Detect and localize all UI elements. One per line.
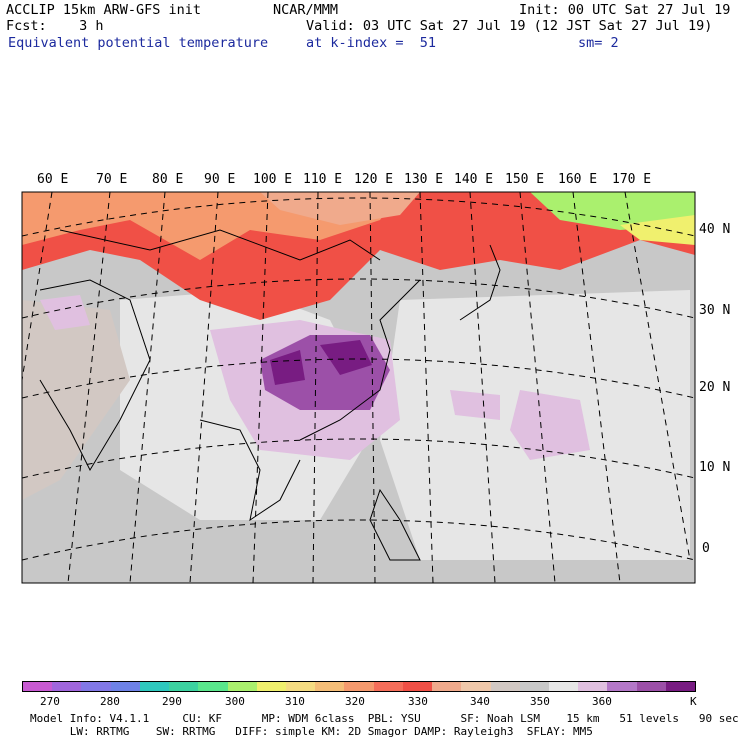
colorbar-swatch [169,682,198,691]
colorbar-swatch [520,682,549,691]
colorbar-swatch [52,682,81,691]
colorbar-tick-320: 320 [345,695,365,708]
colorbar-unit: K [690,695,697,708]
colorbar-swatch [432,682,461,691]
colorbar-swatch [403,682,432,691]
colorbar-swatch [140,682,169,691]
colorbar-tick-300: 300 [225,695,245,708]
colorbar-swatch [374,682,403,691]
colorbar-swatch [198,682,227,691]
colorbar-swatch [286,682,315,691]
colorbar-tick-360: 360 [592,695,612,708]
colorbar-tick-310: 310 [285,695,305,708]
colorbar-tick-340: 340 [470,695,490,708]
colorbar-tick-280: 280 [100,695,120,708]
colorbar-swatch [607,682,636,691]
colorbar-swatch [461,682,490,691]
colorbar-swatch [491,682,520,691]
colorbar-tick-330: 330 [408,695,428,708]
model-info-line1: Model Info: V4.1.1 CU: KF MP: WDM 6class… [30,712,739,725]
colorbar [22,681,696,692]
colorbar-tick-270: 270 [40,695,60,708]
colorbar-tick-350: 350 [530,695,550,708]
colorbar-swatch [549,682,578,691]
colorbar-swatch [637,682,666,691]
colorbar-swatch [578,682,607,691]
colorbar-swatch [257,682,286,691]
colorbar-swatch [111,682,140,691]
model-info-line2: LW: RRTMG SW: RRTMG DIFF: simple KM: 2D … [30,725,593,738]
colorbar-swatch [81,682,110,691]
colorbar-swatch [23,682,52,691]
colorbar-swatch [344,682,373,691]
colorbar-swatch [666,682,695,691]
colorbar-swatch [315,682,344,691]
colorbar-tick-290: 290 [162,695,182,708]
colorbar-swatch [228,682,257,691]
